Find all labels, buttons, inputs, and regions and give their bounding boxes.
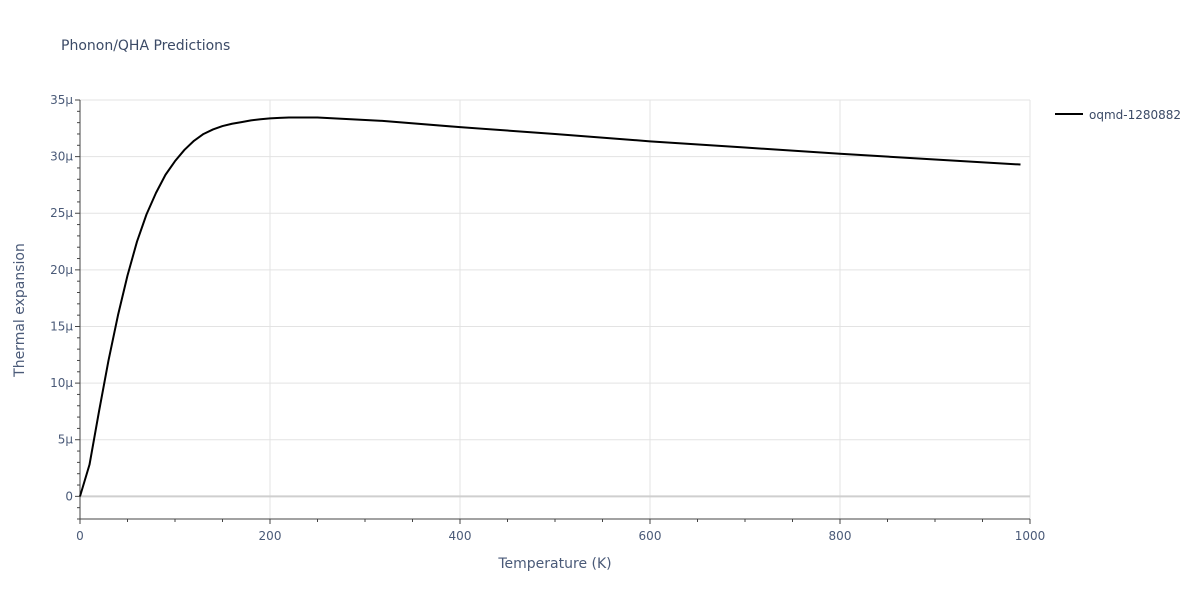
grid-lines	[80, 99, 1031, 519]
x-tick-label: 600	[639, 529, 662, 543]
tick-labels: 0 200 400 600 800 1000 0 5μ 10μ 15μ 20μ 25μ 30μ 35μ	[50, 93, 1045, 543]
y-axis-title: Thermal expansion	[12, 243, 28, 378]
x-tick-label: 400	[449, 529, 472, 543]
y-tick-label: 20μ	[50, 263, 73, 277]
chart-title: Phonon/QHA Predictions	[61, 38, 230, 54]
legend[interactable]: oqmd-1280882	[1055, 108, 1181, 122]
legend-label: oqmd-1280882	[1089, 108, 1181, 122]
y-tick-label: 5μ	[58, 433, 74, 447]
series-layer	[79, 116, 1021, 497]
x-tick-label: 200	[259, 529, 282, 543]
y-tick-label: 30μ	[50, 150, 73, 164]
x-tick-label: 1000	[1015, 529, 1046, 543]
x-axis-title: Temperature (K)	[497, 556, 611, 572]
y-tick-label: 10μ	[50, 376, 73, 390]
series-line-oqmd-1280882[interactable]	[79, 116, 1021, 497]
y-tick-label: 25μ	[50, 206, 73, 220]
y-tick-label: 0	[65, 489, 73, 503]
x-tick-label: 800	[829, 529, 852, 543]
x-tick-label: 0	[76, 529, 84, 543]
y-tick-label: 15μ	[50, 319, 73, 333]
axes	[75, 99, 1031, 524]
y-tick-label: 35μ	[50, 93, 73, 107]
